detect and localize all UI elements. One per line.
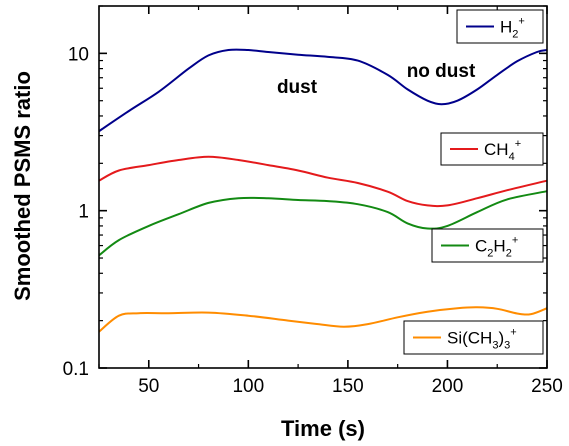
c2h2-series-line xyxy=(98,190,548,257)
legend-label: C2H2+ xyxy=(475,235,518,260)
y-ticks: 0.1 1 10 xyxy=(63,5,547,380)
sich3-series-line xyxy=(98,306,548,333)
x-tick-label: 150 xyxy=(332,376,364,397)
plot-frame xyxy=(98,5,548,369)
y-tick-label: 10 xyxy=(68,44,89,65)
legend-label: Si(CH3)3+ xyxy=(447,327,517,352)
legend-label: H2+ xyxy=(500,16,525,41)
ch4-series-line xyxy=(98,155,548,208)
y-tick-label: 1 xyxy=(78,202,89,223)
legend-sich3: Si(CH3)3+ xyxy=(403,320,544,355)
h2-series-line xyxy=(98,48,548,133)
x-tick-label: 100 xyxy=(232,376,264,397)
legends: H2+ CH4+ C2H2+ Si(CH3)3+ xyxy=(403,9,544,355)
annotation-dust: dust xyxy=(277,77,318,98)
y-tick-label: 0.1 xyxy=(63,359,89,380)
x-tick-label: 50 xyxy=(138,376,159,397)
legend-h2: H2+ xyxy=(456,9,544,44)
x-tick-label: 250 xyxy=(531,376,563,397)
legend-ch4: CH4+ xyxy=(440,132,544,166)
x-axis-title: Time (s) xyxy=(281,416,365,441)
y-axis-title: Smoothed PSMS ratio xyxy=(10,71,35,301)
series-layer xyxy=(98,48,548,333)
legend-box xyxy=(403,320,544,355)
annotation-no-dust: no dust xyxy=(407,61,476,82)
legend-label: CH4+ xyxy=(484,138,521,163)
x-tick-label: 200 xyxy=(432,376,464,397)
legend-c2h2: C2H2+ xyxy=(431,228,544,263)
